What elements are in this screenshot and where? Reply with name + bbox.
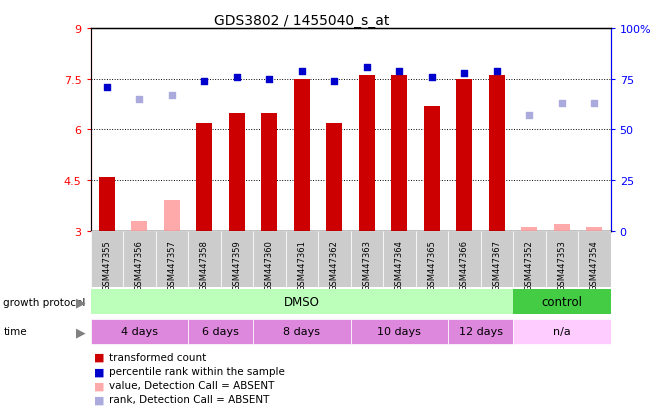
Point (231, 74, 242, 81)
Bar (554, 225, 570, 231)
Bar (586, 228, 603, 231)
Bar (318, 231, 350, 287)
Bar (513, 289, 611, 315)
Bar (91, 231, 123, 287)
Bar (326, 123, 342, 231)
Bar (480, 231, 513, 287)
Point (427, 74, 437, 81)
Text: n/a: n/a (553, 327, 571, 337)
Bar (448, 231, 480, 287)
Bar (123, 231, 156, 287)
Text: GSM447360: GSM447360 (265, 240, 274, 290)
Bar (423, 107, 440, 231)
Text: ■: ■ (94, 366, 105, 376)
Bar (383, 231, 415, 287)
Text: GSM447355: GSM447355 (103, 240, 111, 290)
Bar (513, 231, 546, 287)
Bar (188, 231, 221, 287)
Text: 4 days: 4 days (121, 327, 158, 337)
Bar (99, 177, 115, 231)
Text: 12 days: 12 days (458, 327, 503, 337)
Bar (188, 319, 253, 344)
Point (589, 100, 600, 107)
Text: control: control (541, 295, 582, 309)
Text: ■: ■ (94, 380, 105, 390)
Bar (164, 201, 180, 231)
Bar (91, 319, 188, 344)
Bar (261, 113, 278, 231)
Bar (546, 231, 578, 287)
Bar (513, 319, 611, 344)
Bar (196, 123, 213, 231)
Text: GSM447361: GSM447361 (297, 240, 307, 290)
Point (134, 97, 145, 103)
Bar (253, 231, 286, 287)
Point (264, 76, 274, 83)
Bar (253, 319, 350, 344)
Text: 6 days: 6 days (202, 327, 239, 337)
Point (524, 113, 535, 119)
Point (491, 68, 502, 75)
Text: GDS3802 / 1455040_s_at: GDS3802 / 1455040_s_at (214, 14, 390, 28)
Text: GSM447358: GSM447358 (200, 240, 209, 290)
Text: GSM447363: GSM447363 (362, 240, 371, 290)
Point (199, 78, 210, 85)
Text: GSM447354: GSM447354 (590, 240, 599, 290)
Text: rank, Detection Call = ABSENT: rank, Detection Call = ABSENT (109, 394, 269, 404)
Point (166, 93, 177, 99)
Bar (294, 79, 310, 231)
Text: DMSO: DMSO (284, 295, 320, 309)
Text: GSM447362: GSM447362 (330, 240, 339, 290)
Bar (456, 79, 472, 231)
Bar (448, 319, 513, 344)
Bar (391, 76, 407, 231)
Bar (521, 228, 537, 231)
Text: time: time (3, 327, 27, 337)
Bar (156, 231, 188, 287)
Text: GSM447353: GSM447353 (558, 240, 566, 290)
Text: ▶: ▶ (76, 295, 86, 309)
Bar (221, 231, 253, 287)
Text: value, Detection Call = ABSENT: value, Detection Call = ABSENT (109, 380, 274, 390)
Text: GSM447357: GSM447357 (167, 240, 176, 290)
Bar (286, 231, 318, 287)
Text: 8 days: 8 days (283, 327, 320, 337)
Point (556, 100, 567, 107)
Point (459, 70, 470, 77)
Text: ■: ■ (94, 394, 105, 404)
Text: GSM447359: GSM447359 (232, 240, 242, 290)
Text: GSM447356: GSM447356 (135, 240, 144, 290)
Text: transformed count: transformed count (109, 352, 206, 362)
Point (362, 64, 372, 71)
Bar (488, 76, 505, 231)
Text: GSM447364: GSM447364 (395, 240, 404, 290)
Bar (91, 289, 513, 315)
Text: 10 days: 10 days (377, 327, 421, 337)
Point (394, 68, 405, 75)
Point (101, 84, 112, 91)
Point (297, 68, 307, 75)
Bar (359, 76, 375, 231)
Text: GSM447367: GSM447367 (493, 240, 501, 290)
Text: percentile rank within the sample: percentile rank within the sample (109, 366, 285, 376)
Text: GSM447352: GSM447352 (525, 240, 534, 290)
Text: ▶: ▶ (76, 325, 86, 338)
Text: GSM447366: GSM447366 (460, 240, 469, 290)
Text: GSM447365: GSM447365 (427, 240, 436, 290)
Bar (578, 231, 611, 287)
Text: growth protocol: growth protocol (3, 297, 86, 307)
Text: ■: ■ (94, 352, 105, 362)
Point (329, 78, 340, 85)
Bar (351, 231, 383, 287)
Bar (415, 231, 448, 287)
Bar (132, 221, 148, 231)
Bar (351, 319, 448, 344)
Bar (229, 113, 245, 231)
